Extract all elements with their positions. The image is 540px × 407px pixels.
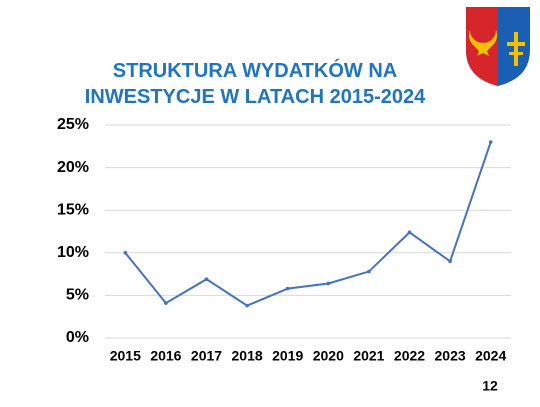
x-tick-label: 2015 bbox=[110, 348, 141, 364]
x-tick-label: 2020 bbox=[313, 348, 344, 364]
plot-area: 0% 5% 10% 15% 20% 25% 2015 2016 2017 2018 2019 2020… bbox=[57, 116, 511, 364]
data-point bbox=[204, 277, 209, 282]
data-point bbox=[285, 286, 290, 291]
y-tick-label: 25% bbox=[57, 116, 89, 133]
data-point bbox=[488, 140, 493, 144]
y-tick-label: 0% bbox=[66, 329, 89, 346]
x-tick-label: 2023 bbox=[435, 348, 466, 364]
chart-title: STRUKTURA WYDATKÓW NA INWESTYCJE W LATAC… bbox=[84, 60, 426, 108]
data-point bbox=[326, 281, 331, 286]
y-tick-label: 10% bbox=[57, 244, 89, 261]
x-tick-label: 2022 bbox=[394, 348, 425, 364]
data-point bbox=[448, 259, 452, 264]
y-tick-label: 15% bbox=[57, 201, 89, 218]
data-point bbox=[407, 230, 412, 235]
data-point bbox=[367, 269, 371, 274]
x-tick-label: 2017 bbox=[191, 348, 222, 364]
x-tick-label: 2019 bbox=[272, 348, 303, 364]
x-tick-label: 2021 bbox=[353, 348, 384, 364]
y-tick-label: 20% bbox=[57, 159, 89, 176]
y-tick-label: 5% bbox=[66, 287, 89, 304]
data-point bbox=[123, 251, 128, 255]
data-point bbox=[164, 301, 168, 305]
x-tick-label: 2018 bbox=[232, 348, 263, 364]
coat-of-arms bbox=[466, 7, 530, 86]
data-line bbox=[124, 141, 492, 307]
x-tick-label: 2024 bbox=[475, 348, 506, 364]
page-number: 12 bbox=[482, 378, 498, 394]
data-point bbox=[245, 303, 249, 308]
x-tick-label: 2016 bbox=[150, 348, 181, 364]
